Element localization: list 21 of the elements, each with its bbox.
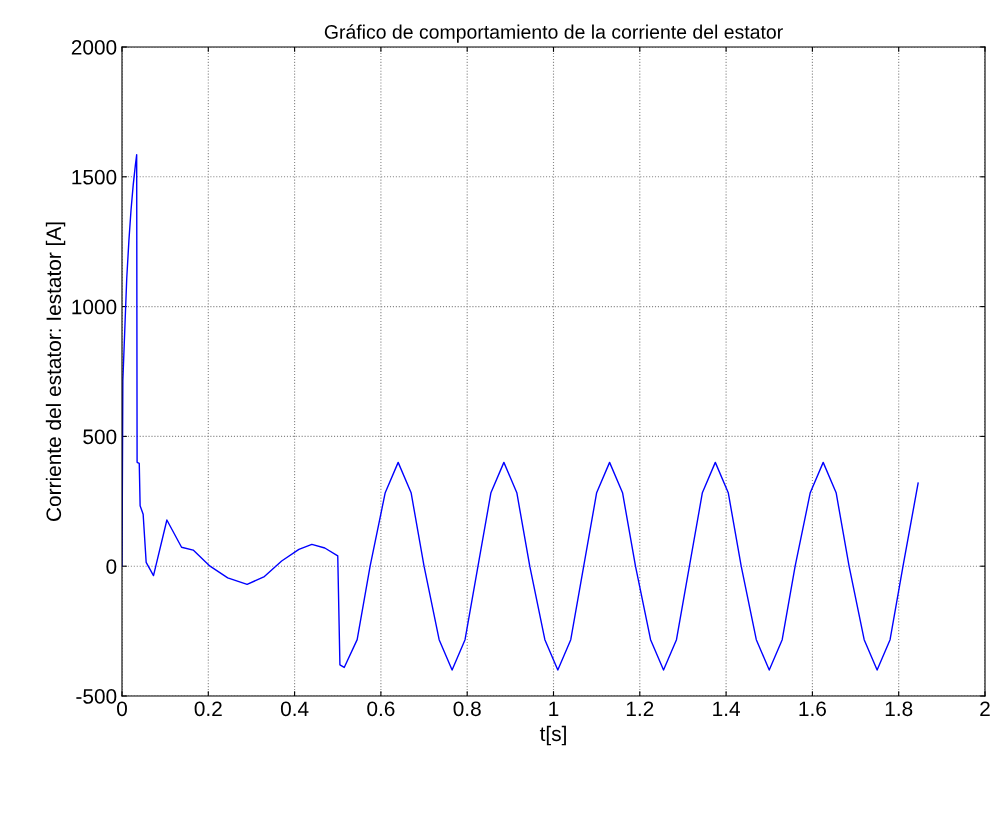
y-tick-label: 500 [83,429,117,445]
y-tick-label: 1000 [72,299,117,315]
x-tick-label: 1.6 [799,701,826,717]
chart-title: Gráfico de comportamiento de la corriente del estator [324,24,783,43]
line-series [122,154,919,671]
y-axis-title: Corriente del estator: Iestator [A] [45,222,66,521]
y-tick-label: 0 [106,559,117,574]
x-tick-label: 0.6 [367,701,395,717]
x-axis-title: t[s] [539,725,566,746]
x-tick-label: 2 [980,701,990,716]
y-tick-label: 2000 [71,40,117,55]
x-tick-label: 1.2 [626,701,654,716]
x-tick-label: 0.2 [194,701,222,717]
x-tick-label: 0 [117,701,127,717]
x-tick-label: 0.4 [280,701,309,717]
x-tick-label: 1 [549,701,559,716]
x-tick-label: 0.8 [453,701,481,717]
y-tick-label: -500 [76,689,117,704]
y-tick-label: 1500 [72,169,117,185]
x-tick-label: 1.4 [713,701,740,716]
x-tick-label: 1.8 [885,701,913,717]
